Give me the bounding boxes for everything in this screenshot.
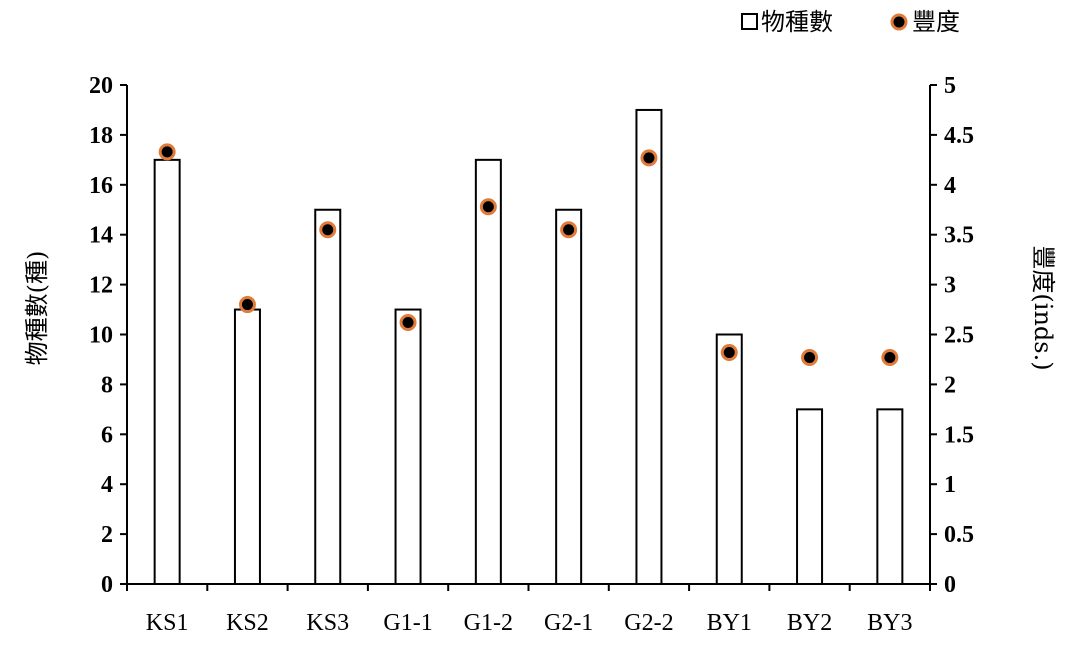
x-tick-label: G1-2 xyxy=(464,610,513,636)
y-tick-label: 2 xyxy=(101,522,113,548)
x-tick-label: BY3 xyxy=(867,610,912,636)
abundance-point xyxy=(238,296,256,314)
x-tick-label: KS1 xyxy=(146,610,189,636)
abundance-point xyxy=(720,343,738,361)
legend-label-species: 物種數 xyxy=(761,8,833,36)
y-tick-label: 12 xyxy=(89,273,113,299)
abundance-point xyxy=(158,143,176,161)
abundance-point xyxy=(640,149,658,167)
bar xyxy=(555,208,583,585)
y2-tick-label: 3.5 xyxy=(944,223,974,249)
y-tick-label: 16 xyxy=(89,173,113,199)
y-axis-title: 物種數(種) xyxy=(23,251,51,366)
bar xyxy=(876,408,904,585)
x-tick-label: G1-1 xyxy=(383,610,432,636)
legend: 物種數 豐度 xyxy=(741,8,960,36)
x-tick-label: KS3 xyxy=(306,610,349,636)
points xyxy=(158,143,899,366)
x-tick-label: G2-1 xyxy=(544,610,593,636)
bar xyxy=(635,108,663,585)
bar xyxy=(314,208,342,585)
bar xyxy=(153,158,181,585)
x-tick-label: BY1 xyxy=(707,610,752,636)
y2-tick-label: 1 xyxy=(944,472,956,498)
legend-label-abundance: 豐度 xyxy=(912,8,960,36)
y-tick-label: 4 xyxy=(101,472,113,498)
bar xyxy=(715,333,743,585)
bar xyxy=(394,308,422,585)
abundance-point xyxy=(881,348,899,366)
y-tick-label: 8 xyxy=(101,372,113,398)
y2-tick-label: 4 xyxy=(944,173,956,199)
legend-marker-swatch xyxy=(890,13,908,31)
x-tick-label: KS2 xyxy=(226,610,269,636)
y-tick-label: 18 xyxy=(89,123,113,149)
y2-tick-label: 4.5 xyxy=(944,123,974,149)
x-tick-label: BY2 xyxy=(787,610,832,636)
abundance-point xyxy=(399,314,417,332)
y-tick-label: 10 xyxy=(89,323,113,349)
legend-bar-swatch xyxy=(741,13,758,30)
y2-tick-label: 0 xyxy=(944,572,956,598)
y-tick-label: 0 xyxy=(101,572,113,598)
y-tick-label: 20 xyxy=(89,73,113,99)
abundance-point xyxy=(479,198,497,216)
labels: 0 2 4 6 8 10 12 14 16 18 20 0 0.5 1 1.5 2 2.5 3 3.5 4 4.5 5 KS… xyxy=(89,73,974,636)
bar xyxy=(474,158,502,585)
abundance-point xyxy=(319,221,337,239)
y2-tick-label: 0.5 xyxy=(944,522,974,548)
y2-tick-label: 1.5 xyxy=(944,422,974,448)
y2-tick-label: 3 xyxy=(944,273,956,299)
y2-tick-label: 5 xyxy=(944,73,956,99)
y2-tick-label: 2 xyxy=(944,372,956,398)
abundance-point xyxy=(560,221,578,239)
bars xyxy=(153,108,904,585)
bar xyxy=(233,308,261,585)
y2-axis-title: 豐度(inds.) xyxy=(1029,245,1057,370)
abundance-point xyxy=(801,348,819,366)
x-tick-label: G2-2 xyxy=(624,610,673,636)
y-tick-label: 14 xyxy=(89,223,113,249)
bar xyxy=(796,408,824,585)
y2-tick-label: 2.5 xyxy=(944,323,974,349)
y-tick-label: 6 xyxy=(101,422,113,448)
